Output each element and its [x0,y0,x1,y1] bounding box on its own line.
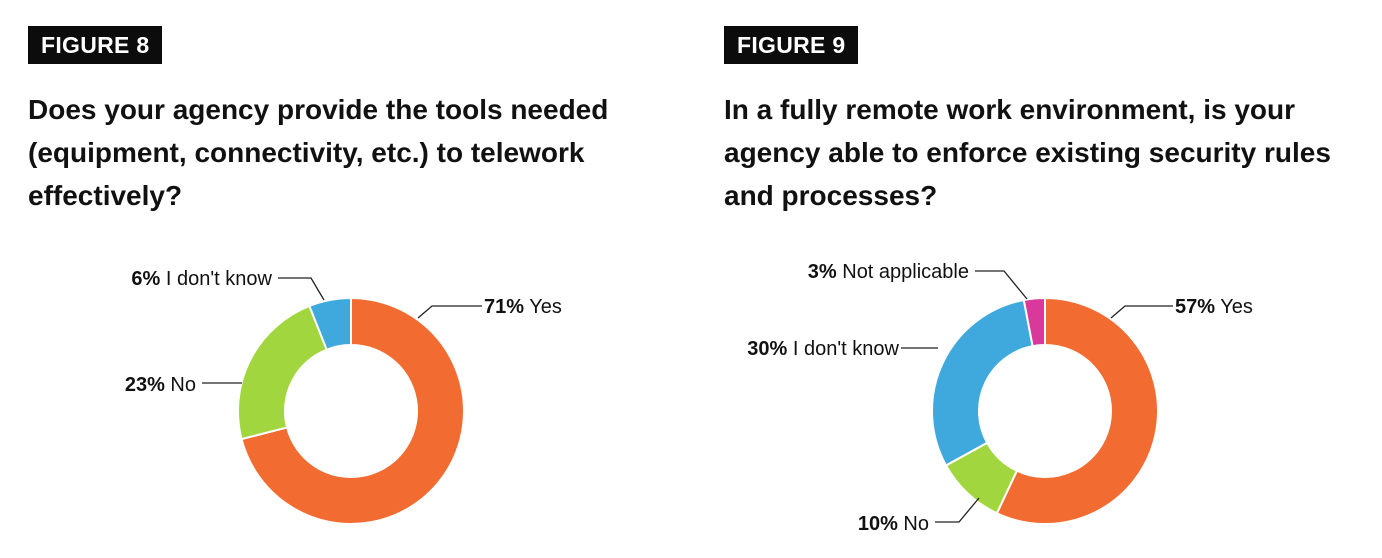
leader-line [935,497,980,523]
slice-percent: 71% [484,296,524,318]
donut-chart: 57% Yes 10% No 30% I don't know 3% Not appl… [747,261,1253,535]
slice-label: 30% I don't know [747,338,899,360]
slice-category: Yes [524,296,562,318]
figure-question: In a fully remote work environment, is y… [724,94,1331,211]
slice-label: 3% Not applicable [808,261,969,283]
figure-label: FIGURE 9 [724,26,859,64]
donut-slice-no [237,304,329,441]
slice-category: I don't know [160,268,272,290]
leader-line [417,305,482,319]
slice-label: 10% No [858,513,929,535]
slice-percent: 10% [858,513,898,535]
figure-9-panel: FIGURE 9 In a fully remote work environm… [691,0,1382,558]
slice-label: 6% I don't know [131,268,272,290]
donut-slice-yes [995,296,1159,525]
slice-category: No [898,513,929,535]
slice-percent: 6% [131,268,160,290]
leader-line [975,270,1028,300]
donut-slice-i-don-t-know [308,296,352,351]
slice-percent: 57% [1175,296,1215,318]
slice-category: Not applicable [837,261,969,283]
slice-percent: 3% [808,261,837,283]
slice-percent: 23% [125,374,165,396]
slice-category: I don't know [787,338,899,360]
slice-label: 57% Yes [1175,296,1253,318]
donut-chart: 71% Yes 23% No 6% I don't know [125,268,562,525]
donut-slice-not-applicable [1022,296,1046,348]
slice-label: 71% Yes [484,296,562,318]
slice-category: No [165,374,196,396]
donut-slice-i-don-t-know [931,298,1034,467]
figure-question: Does your agency provide the tools neede… [28,94,609,211]
slice-label: 23% No [125,374,196,396]
slice-percent: 30% [747,338,787,360]
figure-label: FIGURE 8 [28,26,163,64]
leader-line [278,277,325,301]
figure-8-panel: FIGURE 8 Does your agency provide the to… [28,26,609,525]
leader-line [1110,305,1173,319]
slice-category: Yes [1215,296,1253,318]
donut-slice-yes [240,296,465,525]
